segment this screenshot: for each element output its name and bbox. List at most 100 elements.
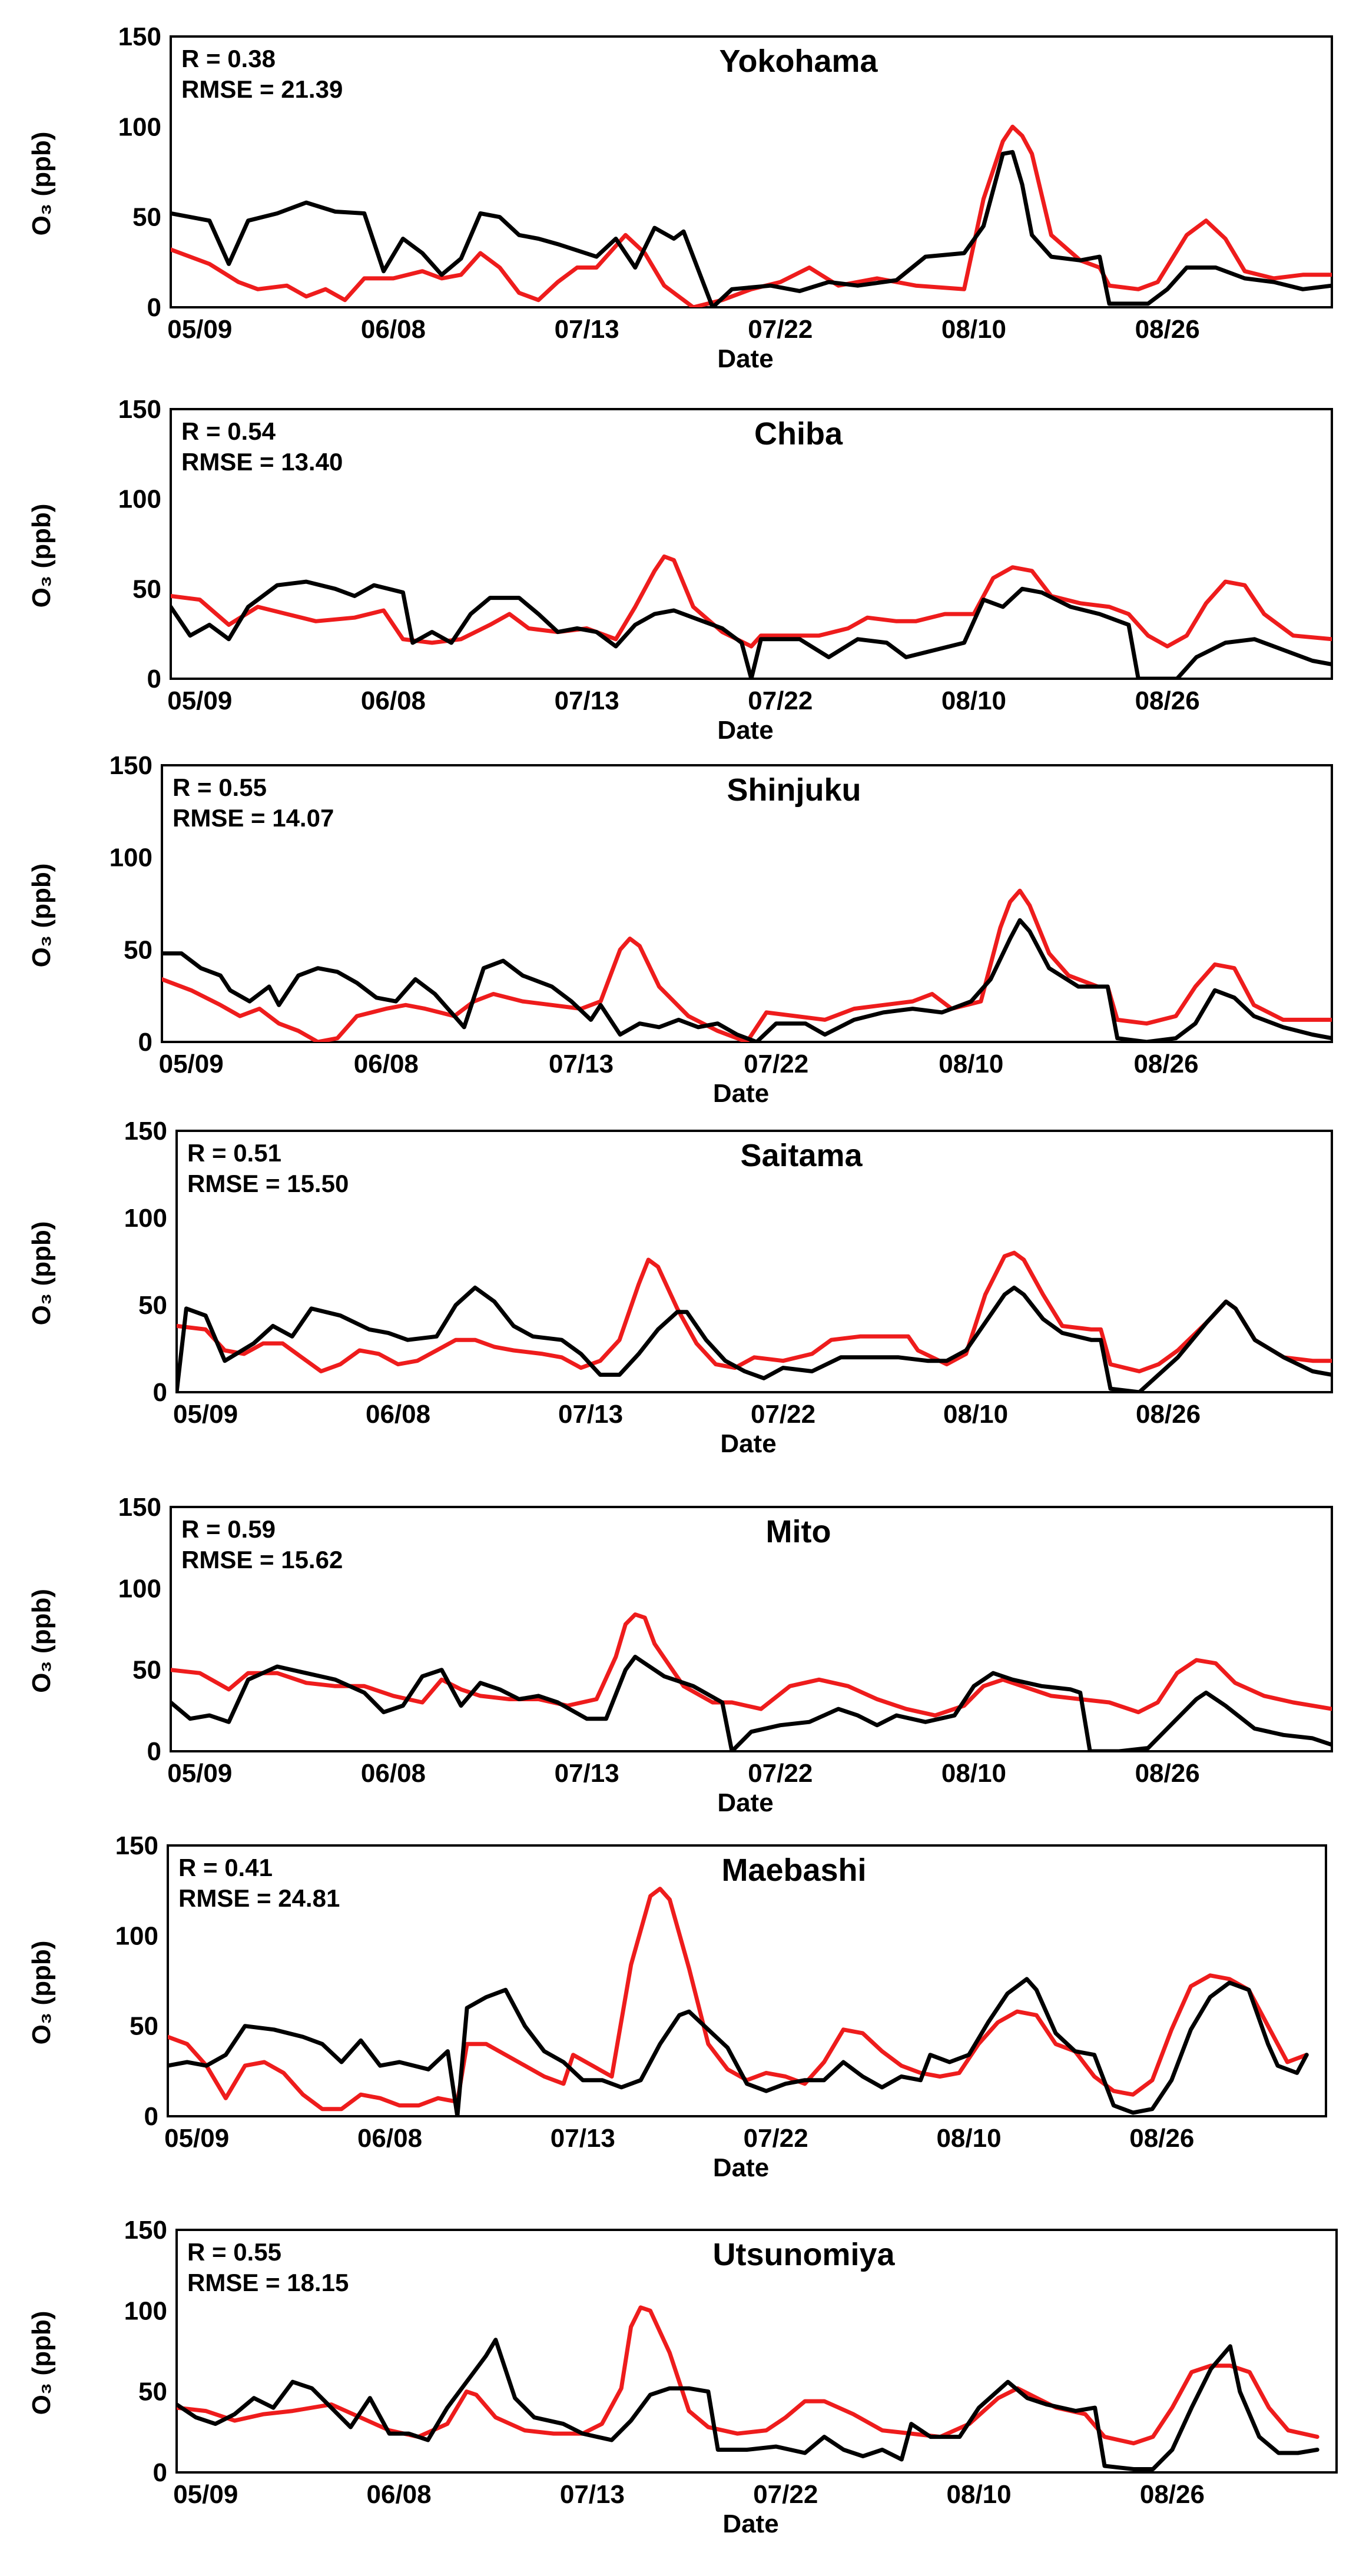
r-annotation: R = 0.38 xyxy=(181,45,276,72)
x-axis-title: Date xyxy=(722,2509,778,2538)
x-tick-label: 07/13 xyxy=(549,1050,614,1078)
y-tick-label: 100 xyxy=(124,2296,167,2325)
y-tick-label: 0 xyxy=(147,293,161,322)
plot-frame xyxy=(170,408,1333,680)
x-tick-label: 05/09 xyxy=(167,686,232,715)
y-axis-title: O₃ (ppb) xyxy=(27,132,56,236)
x-tick-label: 07/22 xyxy=(753,2480,818,2509)
y-tick-label: 50 xyxy=(130,2012,158,2041)
x-tick-label: 08/10 xyxy=(943,1400,1008,1429)
r-annotation: R = 0.41 xyxy=(178,1854,273,1881)
x-tick-label: 05/09 xyxy=(159,1050,224,1078)
observed-series-line xyxy=(171,579,1332,679)
x-axis-title: Date xyxy=(717,344,773,373)
x-axis-title: Date xyxy=(717,1788,773,1817)
plot-frame xyxy=(167,1844,1327,2117)
plot-frame xyxy=(175,1130,1333,1393)
model-series-line xyxy=(171,554,1332,649)
y-tick-label: 50 xyxy=(138,2378,167,2406)
x-tick-label: 06/08 xyxy=(361,686,426,715)
y-axis-title: O₃ (ppb) xyxy=(27,1221,56,1326)
x-tick-label: 06/08 xyxy=(361,315,426,344)
x-tick-label: 08/10 xyxy=(941,315,1006,344)
y-tick-label: 50 xyxy=(132,203,161,232)
x-tick-label: 08/10 xyxy=(947,2480,1012,2509)
y-tick-label: 150 xyxy=(118,395,161,424)
model-series-line xyxy=(171,124,1332,307)
panel-mito: 0 50 100 150 05/09 06/08 07/13 07/22 08/10 08/26 D… xyxy=(27,1493,1333,1817)
x-tick-label: 07/13 xyxy=(551,2124,615,2153)
x-axis-title: Date xyxy=(720,1429,776,1458)
x-tick-label: 08/26 xyxy=(1135,315,1200,344)
x-tick-label: 08/10 xyxy=(936,2124,1001,2153)
observed-series-line xyxy=(162,918,1332,1042)
model-series-line xyxy=(168,1887,1309,2112)
plot-frame xyxy=(170,35,1333,308)
panel-utsunomiya: 0 50 100 150 05/09 06/08 07/13 07/22 08/10 08/26 D… xyxy=(27,2216,1338,2538)
x-tick-label: 06/08 xyxy=(354,1050,419,1078)
x-tick-label: 07/13 xyxy=(555,315,619,344)
model-series-line xyxy=(177,2305,1319,2446)
station-title: Mito xyxy=(766,1514,831,1549)
y-tick-label: 100 xyxy=(115,1921,158,1950)
y-tick-label: 150 xyxy=(115,1831,158,1860)
observed-series-line xyxy=(171,1655,1332,1751)
y-tick-label: 100 xyxy=(118,112,161,141)
rmse-annotation: RMSE = 24.81 xyxy=(178,1884,340,1912)
panel-chiba: 0 50 100 150 05/09 06/08 07/13 07/22 08/10 08/26 D… xyxy=(27,395,1333,745)
y-axis-title: O₃ (ppb) xyxy=(27,864,56,968)
x-tick-label: 08/10 xyxy=(939,1050,1003,1078)
x-tick-label: 06/08 xyxy=(357,2124,422,2153)
observed-series-line xyxy=(177,2338,1319,2471)
x-tick-label: 08/10 xyxy=(941,686,1006,715)
y-tick-label: 150 xyxy=(110,751,152,780)
x-tick-label: 08/26 xyxy=(1135,1759,1200,1788)
r-annotation: R = 0.54 xyxy=(181,417,276,445)
rmse-annotation: RMSE = 15.62 xyxy=(181,1546,343,1574)
x-tick-label: 08/26 xyxy=(1136,1400,1201,1429)
y-tick-label: 0 xyxy=(147,665,161,693)
model-series-line xyxy=(162,888,1332,1042)
station-title: Saitama xyxy=(740,1138,863,1173)
station-title: Utsunomiya xyxy=(712,2237,895,2272)
x-tick-label: 07/13 xyxy=(560,2480,625,2509)
station-title: Yokohama xyxy=(719,44,878,79)
observed-series-line xyxy=(171,150,1332,307)
x-tick-label: 06/08 xyxy=(361,1759,426,1788)
x-tick-label: 07/13 xyxy=(558,1400,623,1429)
y-tick-label: 100 xyxy=(110,844,152,872)
x-tick-label: 05/09 xyxy=(173,1400,238,1429)
panel-yokohama: 0 50 100 150 05/09 06/08 07/13 07/22 08/10 08/26 D… xyxy=(27,22,1333,373)
y-tick-label: 100 xyxy=(118,485,161,514)
x-tick-label: 07/22 xyxy=(744,1050,808,1078)
x-tick-label: 07/13 xyxy=(555,1759,619,1788)
y-tick-label: 50 xyxy=(138,1291,167,1320)
panel-shinjuku: 0 50 100 150 05/09 06/08 07/13 07/22 08/10 08/26 D… xyxy=(27,751,1333,1108)
y-tick-label: 50 xyxy=(132,1656,161,1685)
y-tick-label: 50 xyxy=(132,575,161,603)
r-annotation: R = 0.55 xyxy=(187,2238,281,2266)
y-tick-label: 0 xyxy=(144,2102,158,2131)
y-tick-label: 100 xyxy=(118,1574,161,1603)
x-tick-label: 07/22 xyxy=(748,315,813,344)
x-tick-label: 08/26 xyxy=(1135,686,1200,715)
plot-frame xyxy=(170,1506,1333,1752)
y-tick-label: 50 xyxy=(124,935,152,964)
station-title: Chiba xyxy=(754,416,843,452)
y-tick-label: 100 xyxy=(124,1204,167,1233)
x-tick-label: 05/09 xyxy=(167,1759,232,1788)
x-tick-label: 05/09 xyxy=(167,315,232,344)
r-annotation: R = 0.55 xyxy=(173,774,267,801)
y-tick-label: 0 xyxy=(138,1028,152,1057)
x-tick-label: 07/22 xyxy=(748,1759,813,1788)
x-axis-title: Date xyxy=(713,2153,769,2182)
y-axis-title: O₃ (ppb) xyxy=(27,2311,56,2415)
rmse-annotation: RMSE = 21.39 xyxy=(181,75,343,103)
x-tick-label: 05/09 xyxy=(173,2480,238,2509)
x-tick-label: 08/26 xyxy=(1140,2480,1205,2509)
rmse-annotation: RMSE = 15.50 xyxy=(187,1170,349,1197)
y-tick-label: 150 xyxy=(124,1117,167,1146)
x-tick-label: 08/26 xyxy=(1129,2124,1194,2153)
y-axis-title: O₃ (ppb) xyxy=(27,504,56,608)
